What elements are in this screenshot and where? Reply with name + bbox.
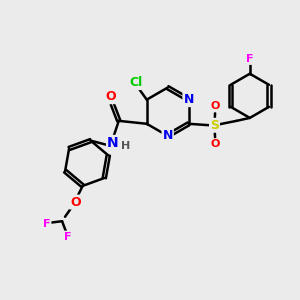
Text: O: O	[70, 196, 81, 208]
Text: N: N	[183, 93, 194, 106]
Text: F: F	[246, 54, 253, 64]
Text: N: N	[163, 129, 173, 142]
Text: F: F	[64, 232, 72, 242]
Text: O: O	[210, 139, 220, 149]
Text: O: O	[106, 90, 116, 103]
Text: O: O	[210, 101, 220, 111]
Text: S: S	[210, 119, 219, 132]
Text: F: F	[43, 219, 50, 229]
Text: H: H	[121, 142, 130, 152]
Text: N: N	[107, 136, 119, 150]
Text: Cl: Cl	[129, 76, 142, 89]
